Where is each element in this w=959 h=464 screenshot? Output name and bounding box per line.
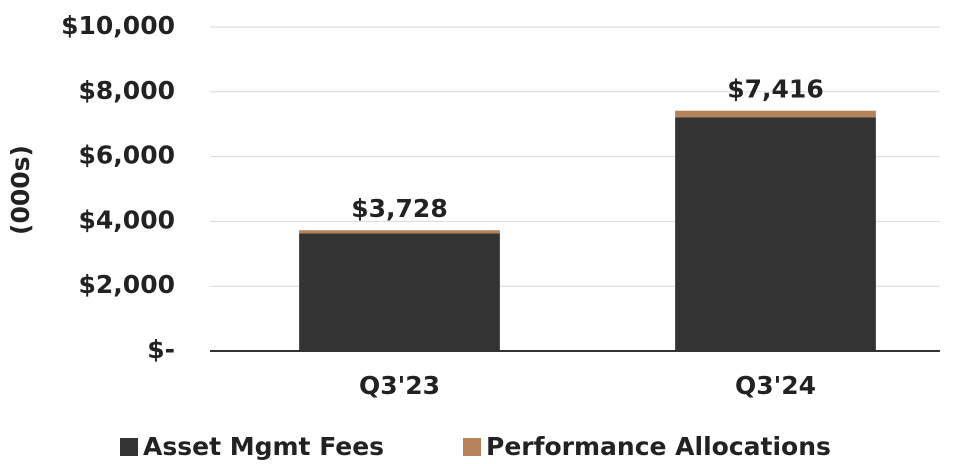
bar-segment [675, 117, 876, 351]
y-axis-label: (000s) [6, 145, 35, 235]
bar-segment [299, 230, 500, 234]
bar-segment [299, 233, 500, 351]
y-tick-label: $4,000 [79, 205, 175, 234]
x-tick-label: Q3'24 [735, 371, 816, 400]
legend-label: Performance Allocations [486, 432, 831, 461]
total-label: $7,416 [727, 75, 823, 104]
x-tick-label: Q3'23 [359, 371, 440, 400]
legend-swatch [120, 438, 138, 456]
y-tick-label: $10,000 [61, 11, 175, 40]
y-tick-label: $2,000 [79, 270, 175, 299]
y-tick-label: $- [147, 335, 175, 364]
total-label: $3,728 [351, 194, 447, 223]
legend-label: Asset Mgmt Fees [143, 432, 384, 461]
y-tick-label: $8,000 [79, 76, 175, 105]
bar-segment [675, 110, 876, 118]
legend-swatch [463, 438, 481, 456]
y-tick-label: $6,000 [79, 141, 175, 170]
